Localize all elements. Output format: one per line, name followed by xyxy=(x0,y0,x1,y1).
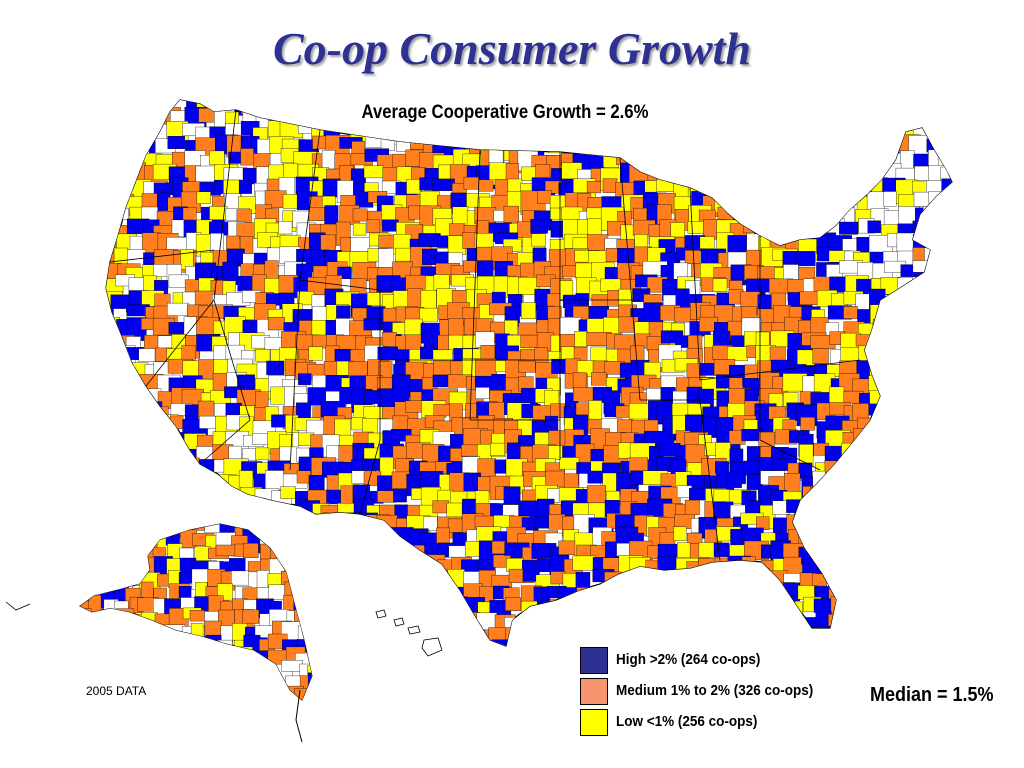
page-title: Co-op Consumer Growth xyxy=(272,23,751,74)
legend-swatch-high xyxy=(580,647,608,674)
data-year-label: 2005 DATA xyxy=(86,684,147,698)
legend-label-medium: Medium 1% to 2% (326 co-ops) xyxy=(616,682,814,699)
map-subtitle: Average Cooperative Growth = 2.6% xyxy=(361,102,649,123)
legend-label-high: High >2% (264 co-ops) xyxy=(616,651,761,668)
legend-label-low: Low <1% (256 co-ops) xyxy=(616,713,758,730)
legend-swatch-low xyxy=(580,709,608,736)
state-borders xyxy=(109,109,861,561)
median-label: Median = 1.5% xyxy=(870,684,994,706)
legend-swatch-medium xyxy=(580,678,608,705)
alaska-map xyxy=(5,523,313,743)
hawaii-map xyxy=(375,609,443,657)
